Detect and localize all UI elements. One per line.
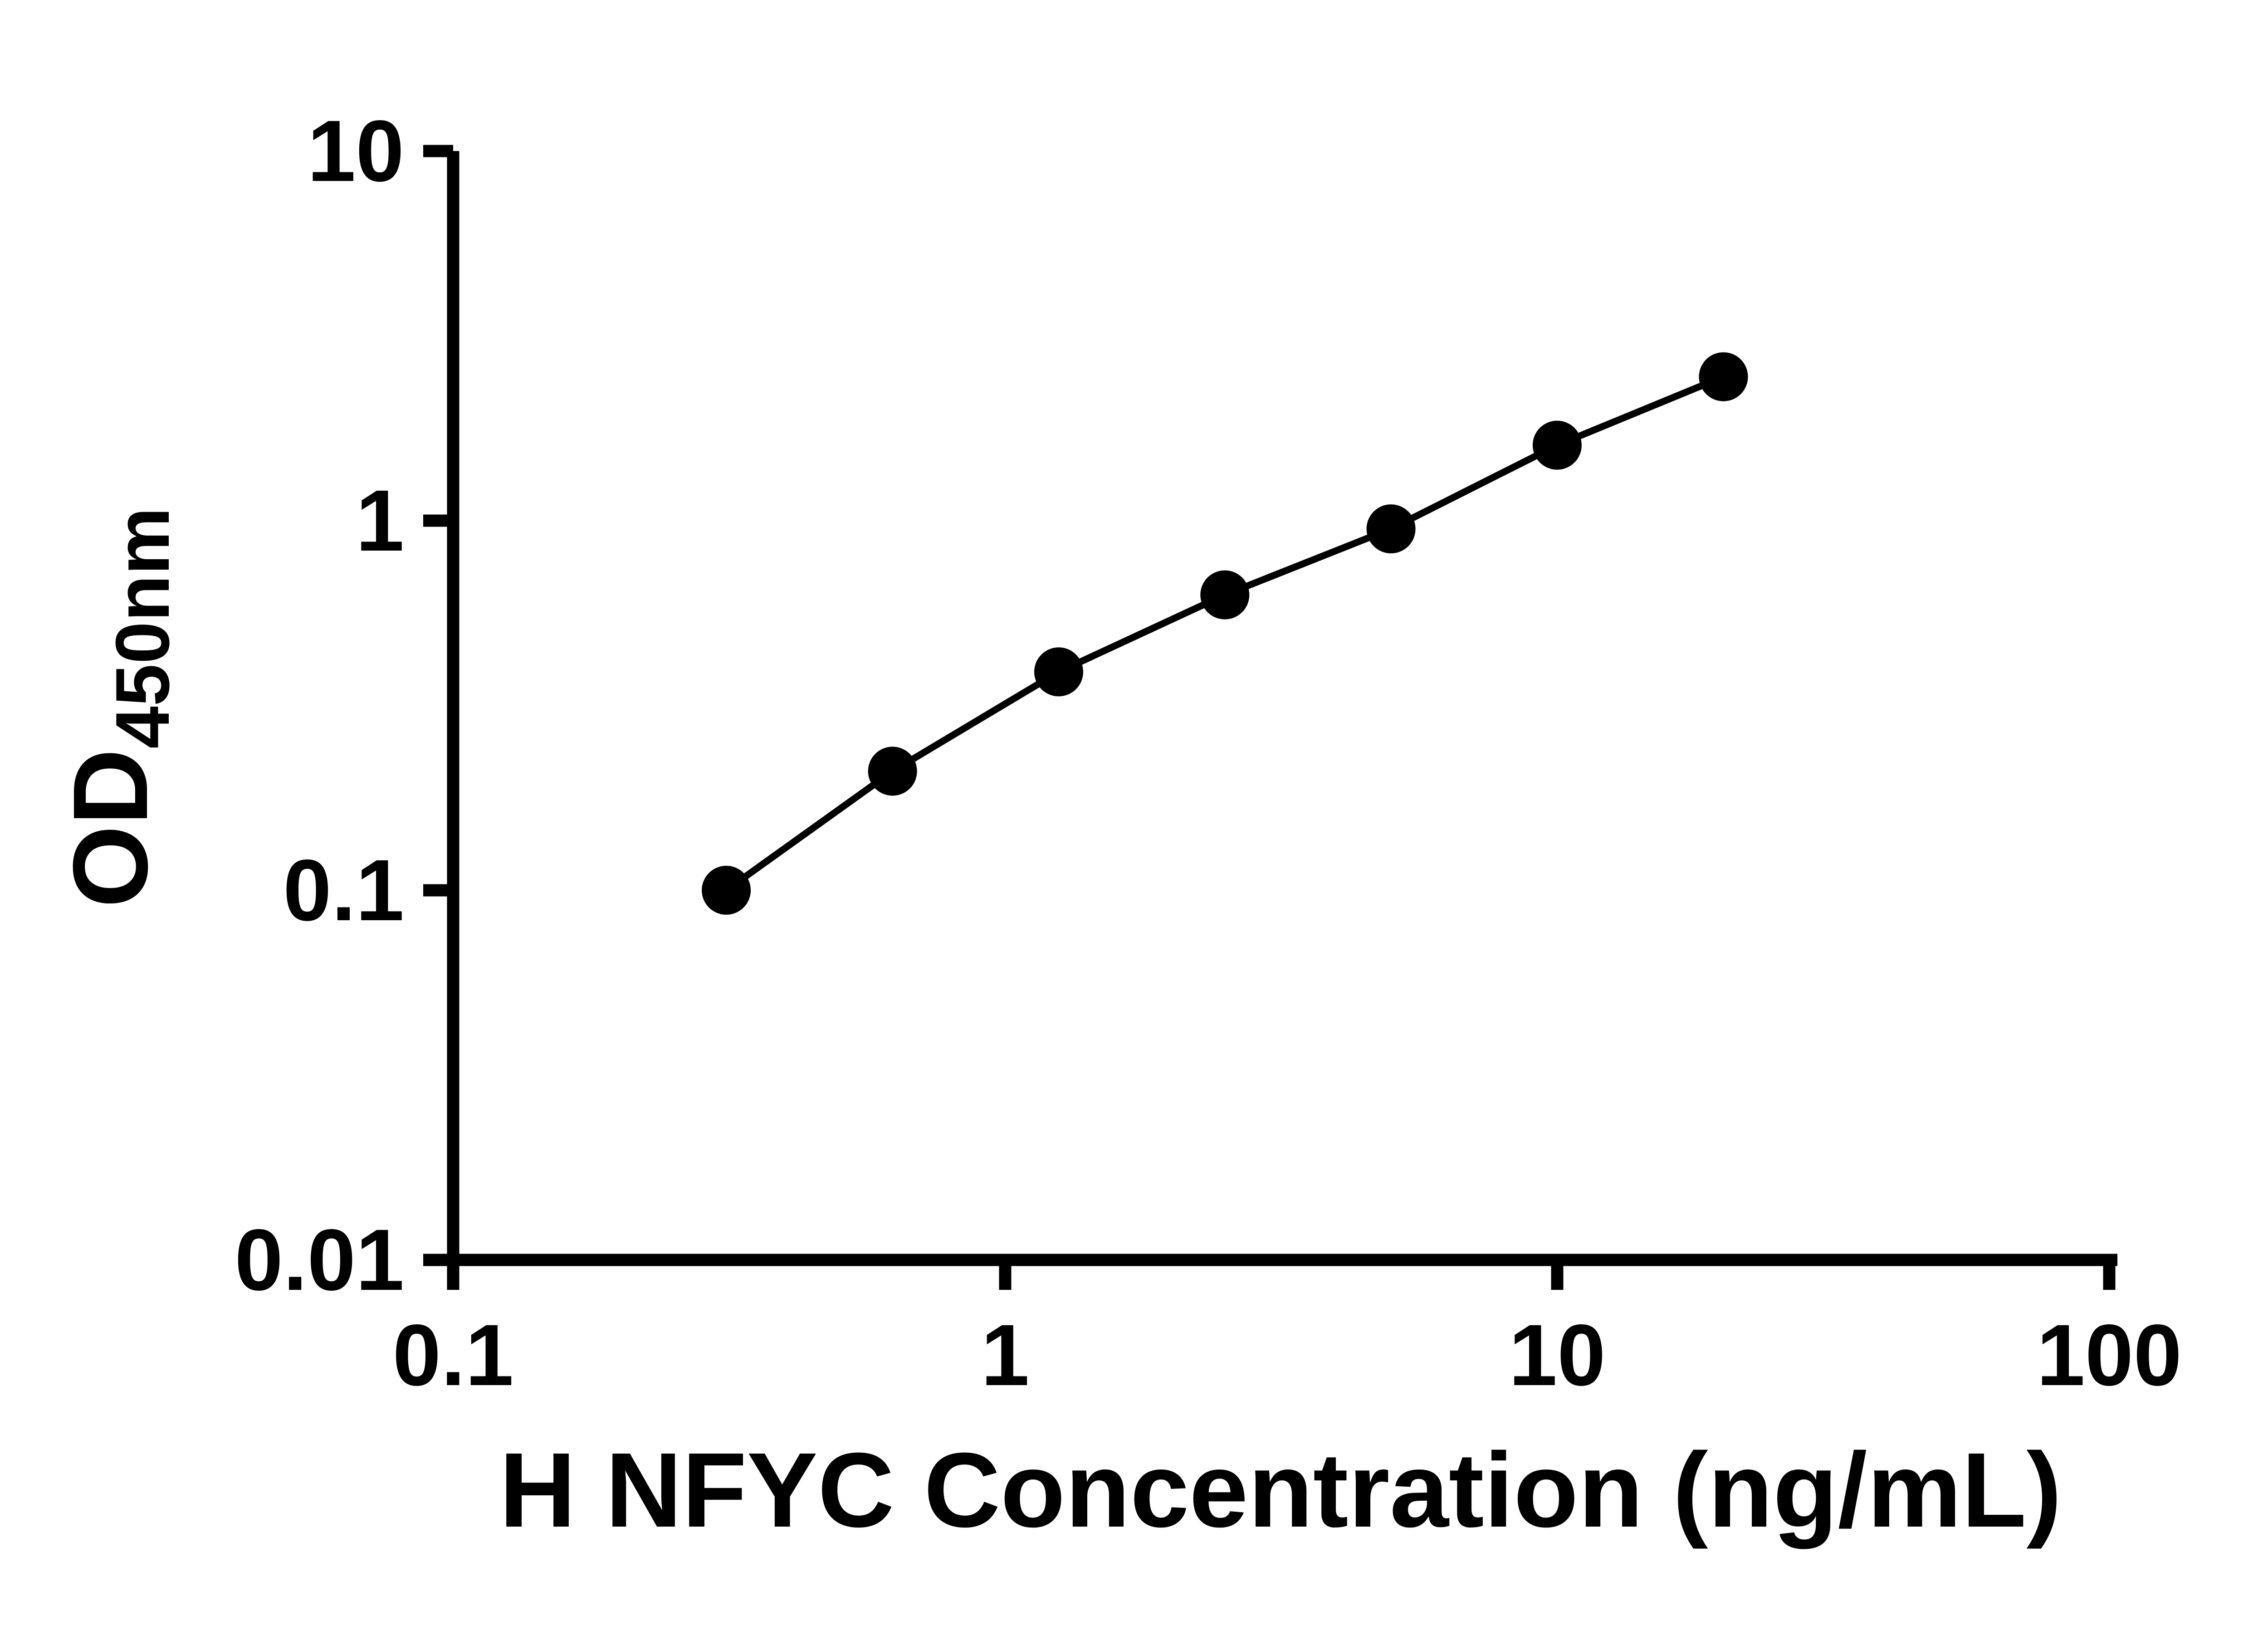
x-tick-label: 0.1: [393, 1306, 514, 1404]
data-point: [1034, 647, 1083, 697]
y-tick-label: 0.1: [283, 841, 404, 939]
x-tick-label: 100: [2037, 1306, 2182, 1404]
data-point: [1366, 504, 1416, 554]
x-tick-label: 1: [981, 1306, 1030, 1404]
y-tick-label: 0.01: [235, 1211, 404, 1308]
x-tick-label: 10: [1509, 1306, 1606, 1404]
y-tick-label: 10: [307, 102, 404, 200]
data-point: [868, 747, 917, 796]
axis-spine: [447, 151, 2117, 1266]
y-axis-title-subscript: 450nm: [100, 507, 185, 748]
data-point: [1699, 352, 1748, 401]
data-point: [1200, 570, 1250, 620]
y-axis-title: OD450nm: [51, 507, 185, 908]
y-tick-label: 1: [356, 472, 404, 569]
x-axis-title: H NFYC Concentration (ng/mL): [499, 1430, 2062, 1549]
data-point: [1532, 420, 1582, 470]
y-axis-title-main: OD: [51, 749, 170, 908]
data-point: [702, 865, 751, 915]
